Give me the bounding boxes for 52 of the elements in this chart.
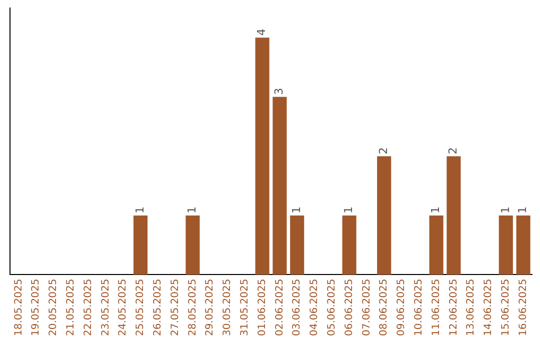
data-label: 1 <box>342 206 356 214</box>
data-label: 1 <box>186 206 199 214</box>
x-tick-label: 27.05.2025 <box>170 278 181 336</box>
x-tick-label: 15.06.2025 <box>500 278 512 336</box>
x-tick-label: 12.06.2025 <box>448 278 460 336</box>
x-tick-label: 08.06.2025 <box>378 278 390 336</box>
x-tick-label: 05.06.2025 <box>326 278 338 336</box>
x-tick-label: 30.05.2025 <box>222 278 234 336</box>
data-label: 2 <box>446 147 460 154</box>
x-tick-label: 21.05.2025 <box>65 278 76 336</box>
data-label: 1 <box>498 206 512 214</box>
data-label: 1 <box>290 206 303 214</box>
bar <box>255 38 270 275</box>
x-tick-label: 16.06.2025 <box>518 278 529 336</box>
x-tick-label: 18.05.2025 <box>13 278 24 336</box>
data-label: 2 <box>376 147 390 154</box>
bar <box>429 215 444 275</box>
x-tick-label: 31.05.2025 <box>239 278 250 336</box>
bar <box>342 215 356 275</box>
x-tick-label: 23.05.2025 <box>100 278 112 336</box>
x-tick-label: 26.05.2025 <box>152 278 164 336</box>
bar <box>186 215 200 275</box>
x-tick-label: 04.06.2025 <box>309 278 320 336</box>
x-tick-label: 14.06.2025 <box>483 278 494 336</box>
x-tick-label: 03.06.2025 <box>292 278 303 336</box>
x-tick-label: 02.06.2025 <box>274 278 286 336</box>
x-tick-label: 25.05.2025 <box>135 278 146 336</box>
x-tick-label: 22.05.2025 <box>82 278 94 336</box>
data-label: 1 <box>429 206 442 214</box>
bar <box>272 96 287 275</box>
x-tick-label: 06.06.2025 <box>344 278 355 336</box>
bar <box>377 156 392 275</box>
x-tick-label: 13.06.2025 <box>466 278 477 336</box>
x-tick-label: 11.06.2025 <box>430 278 442 336</box>
bar <box>133 215 148 275</box>
x-tick-label: 19.05.2025 <box>30 278 42 336</box>
x-tick-label: 07.06.2025 <box>361 278 372 336</box>
data-label: 1 <box>516 206 530 214</box>
bar <box>498 215 513 275</box>
x-tick-label: 24.05.2025 <box>118 278 129 336</box>
bar <box>516 215 530 275</box>
data-label: 4 <box>255 28 268 36</box>
bar <box>446 156 461 275</box>
x-tick-label: 20.05.2025 <box>48 278 60 336</box>
x-tick-label: 28.05.2025 <box>187 278 198 336</box>
bar <box>290 215 304 275</box>
x-tick-label: 10.06.2025 <box>413 278 424 336</box>
x-tick-label: 01.06.2025 <box>256 278 268 336</box>
data-label: 1 <box>133 206 146 214</box>
x-tick-label: 29.05.2025 <box>204 278 216 336</box>
data-label: 3 <box>272 88 286 95</box>
x-tick-label: 09.06.2025 <box>396 278 408 336</box>
